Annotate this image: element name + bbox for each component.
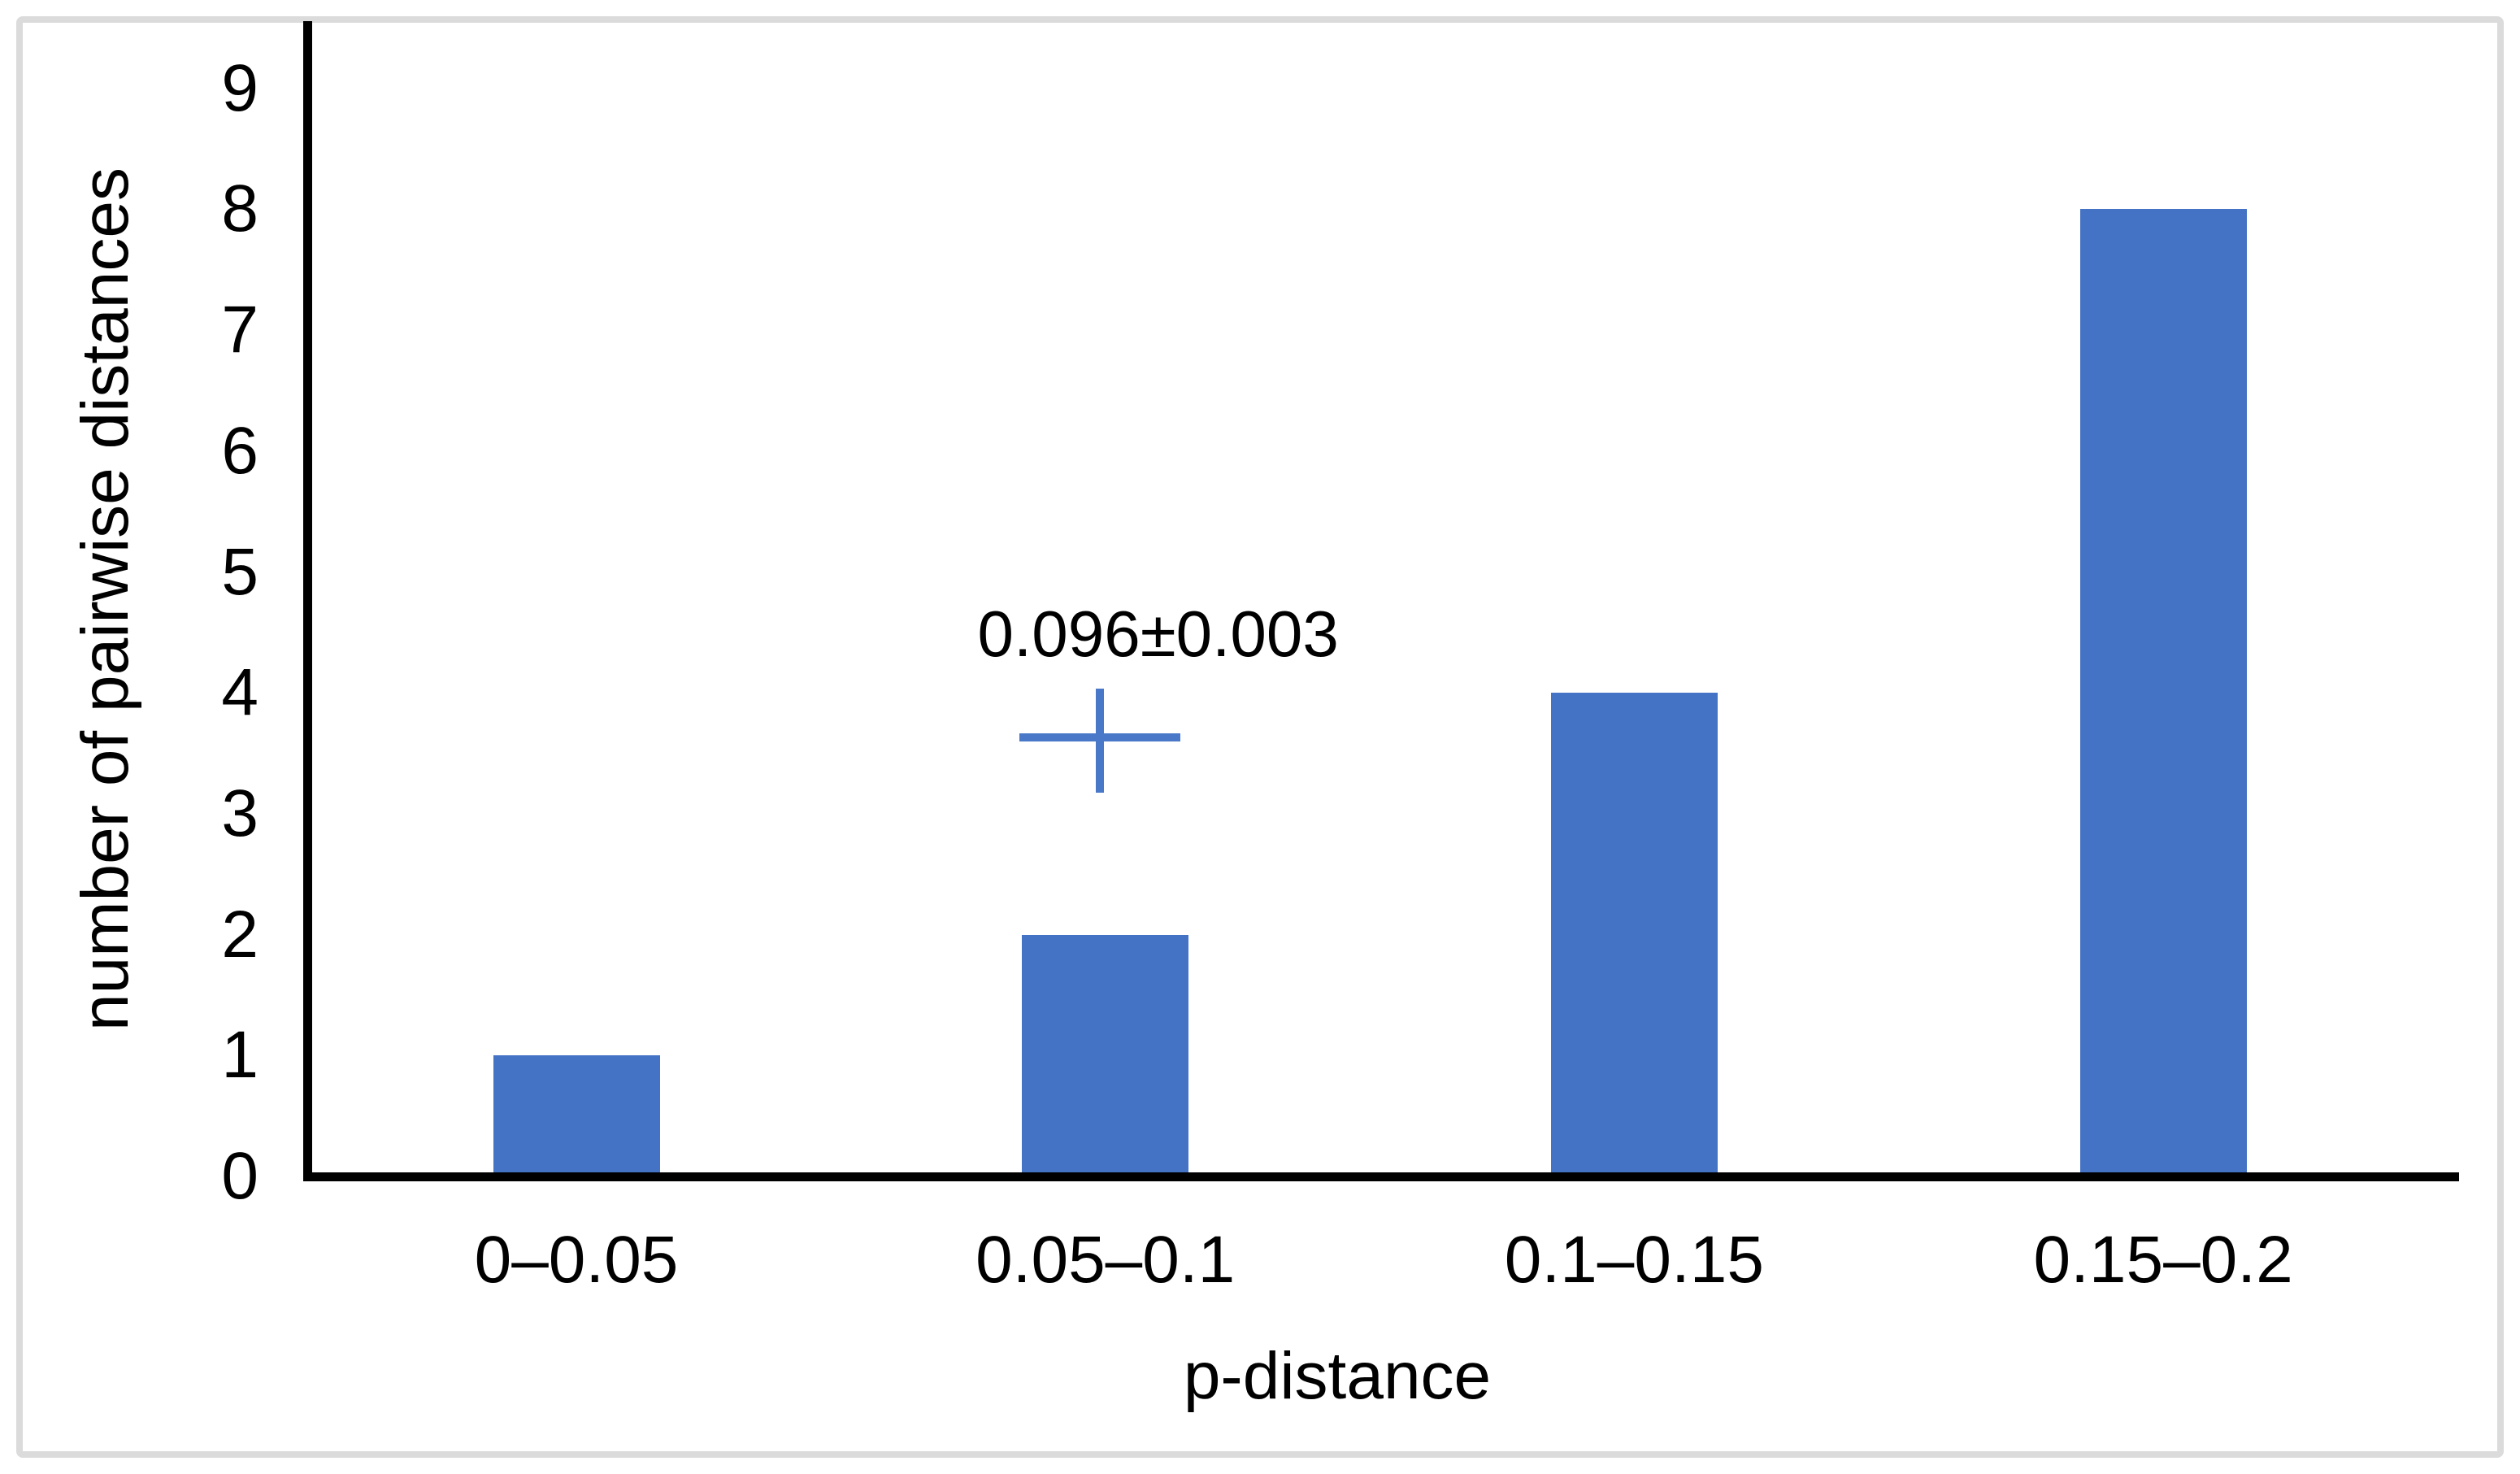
mean-marker-vertical xyxy=(1095,689,1104,794)
x-tick-label: 0.05–0.1 xyxy=(975,1223,1236,1297)
x-axis-title: p-distance xyxy=(1183,1339,1492,1413)
y-tick-label: 0 xyxy=(221,1139,259,1213)
bar xyxy=(1022,934,1189,1176)
annotation-label: 0.096±0.003 xyxy=(977,598,1339,670)
y-tick-label: 8 xyxy=(221,172,259,246)
bar xyxy=(2079,209,2247,1176)
bar xyxy=(1550,693,1718,1176)
x-tick-label: 0.1–0.15 xyxy=(1504,1223,1764,1297)
y-tick-label: 9 xyxy=(221,50,259,125)
y-tick-label: 4 xyxy=(221,655,259,730)
bar xyxy=(493,1055,660,1176)
x-axis-line xyxy=(303,1172,2459,1181)
y-tick-label: 2 xyxy=(221,897,259,972)
y-tick-label: 5 xyxy=(221,534,259,609)
x-tick-label: 0–0.05 xyxy=(474,1223,679,1297)
y-tick-label: 1 xyxy=(221,1018,259,1093)
x-tick-label: 0.15–0.2 xyxy=(2033,1223,2293,1297)
y-tick-label: 3 xyxy=(221,776,259,850)
y-tick-label: 7 xyxy=(221,293,259,367)
y-tick-label: 6 xyxy=(221,413,259,488)
y-axis-line xyxy=(303,21,312,1181)
figure-border xyxy=(16,16,2504,1458)
